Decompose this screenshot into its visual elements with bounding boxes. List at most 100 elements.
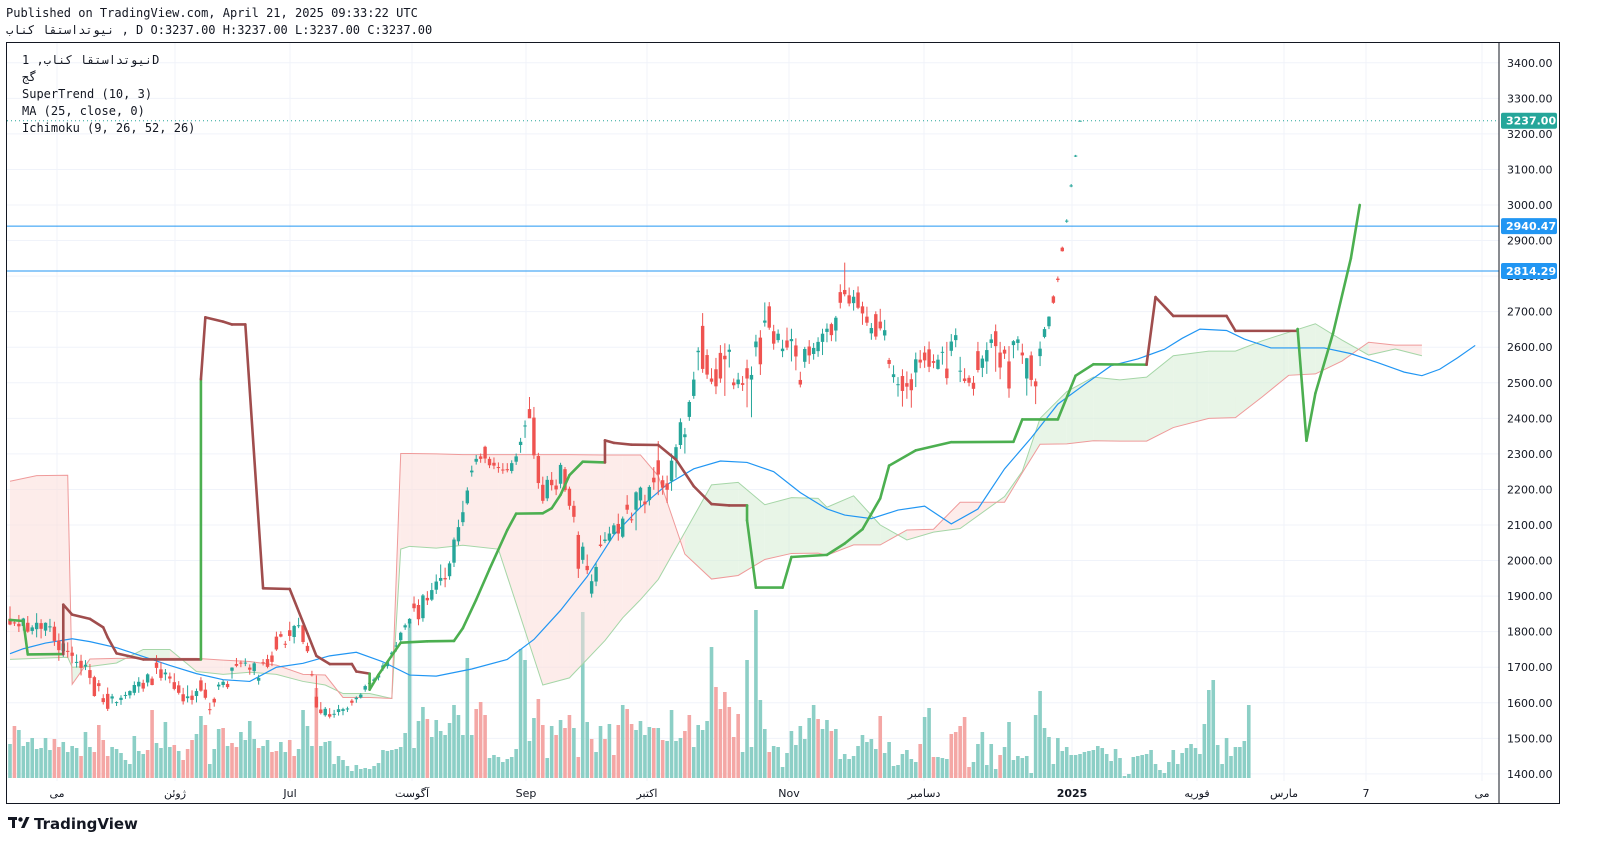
price-tick-label: 1500.00 — [1507, 732, 1553, 745]
candle — [798, 371, 803, 388]
volume-bar — [1038, 691, 1042, 778]
candle — [914, 352, 918, 388]
volume-bar — [749, 747, 754, 778]
supertrend-segment — [61, 603, 74, 616]
cloud-segment — [1235, 340, 1263, 418]
candle-body — [709, 378, 714, 382]
volume-bar — [425, 719, 430, 778]
candle-body — [248, 667, 252, 670]
candle-body — [168, 676, 172, 679]
candle-body — [243, 662, 248, 664]
volume-bar — [39, 748, 43, 778]
price-axis[interactable]: 1400.00 1500.00 1600.00 1700.00 1800.00 1900.… — [1498, 43, 1557, 803]
price-label-bg — [1501, 218, 1557, 235]
supertrend-segment — [550, 493, 562, 510]
candle-body — [718, 352, 723, 379]
supertrend-segment — [710, 502, 731, 507]
volume-bar — [638, 721, 643, 778]
volume-bar — [1215, 745, 1220, 778]
volume-bar — [958, 726, 962, 778]
candle — [980, 355, 985, 378]
legend-symbol: نیوتداستقا کناب, 1D — [22, 53, 160, 67]
volume-bar — [989, 744, 994, 778]
cloud-segment — [818, 498, 827, 556]
price-tick-label: 3400.00 — [1507, 57, 1553, 70]
time-axis[interactable]: می ژوئن Jul آگوست Sep اکتبر Nov دسامبر 2025 فوریه… — [7, 781, 1559, 800]
supertrend-segment — [244, 323, 265, 590]
candle-body — [669, 460, 674, 482]
volume-bar — [376, 763, 381, 778]
candle — [523, 420, 527, 438]
supertrend-segment — [70, 613, 92, 621]
supertrend-segment — [315, 654, 331, 666]
volume-bar — [79, 756, 83, 778]
candle — [993, 324, 998, 372]
candle-body — [57, 640, 61, 651]
candle — [252, 661, 256, 676]
candle — [8, 606, 12, 626]
horizontal-lines[interactable] — [7, 120, 1499, 272]
candle — [900, 369, 905, 407]
volume-bar — [847, 759, 851, 778]
candle-body — [327, 714, 332, 717]
price-tick-label: 1400.00 — [1507, 768, 1553, 781]
candle — [567, 486, 572, 510]
candle — [70, 646, 74, 664]
candle — [447, 561, 452, 580]
candle-body — [1016, 339, 1020, 343]
cloud-segment — [436, 453, 463, 549]
candle — [1020, 343, 1025, 364]
candle-body — [399, 632, 403, 641]
volume-bar — [1078, 754, 1082, 778]
volume-bar — [891, 766, 896, 778]
candle-body — [181, 694, 185, 702]
candle — [88, 664, 92, 685]
candle — [554, 479, 558, 496]
candle-body — [150, 678, 154, 685]
candle-body — [101, 698, 105, 703]
candle — [585, 554, 589, 575]
candle — [425, 591, 430, 605]
volume-bar — [150, 710, 154, 778]
candle — [332, 709, 336, 718]
candle — [359, 693, 363, 699]
candle — [967, 375, 971, 387]
volume-bar — [940, 758, 945, 778]
candle-body — [1065, 220, 1069, 222]
candle — [807, 340, 811, 364]
candle-body — [123, 694, 128, 696]
volume-bar — [834, 729, 838, 778]
candle — [545, 475, 549, 502]
candle-body — [30, 627, 34, 631]
candle — [412, 596, 416, 612]
volume-bar — [363, 768, 367, 778]
candle-body — [412, 603, 416, 609]
chart-canvas[interactable]: 1400.00 1500.00 1600.00 1700.00 1800.00 1900.… — [7, 43, 1559, 803]
chart-frame[interactable]: 1400.00 1500.00 1600.00 1700.00 1800.00 1900.… — [6, 42, 1560, 804]
volume-bar — [310, 746, 314, 778]
volume-bar — [332, 764, 336, 778]
volume-bar — [1069, 755, 1073, 778]
tradingview-logo[interactable]: TradingView — [8, 815, 138, 833]
volume-bar — [634, 730, 638, 778]
volume-bar — [900, 754, 905, 778]
legend-ma[interactable]: MA (25, close, 0) — [22, 104, 145, 118]
candle — [794, 338, 798, 371]
volume-bars — [8, 610, 1251, 778]
volume-bar — [385, 751, 390, 778]
candle — [767, 302, 771, 330]
candle-body — [856, 292, 860, 308]
candle-body — [816, 341, 820, 352]
candle-body — [470, 470, 474, 473]
candle-body — [252, 663, 256, 672]
volume-bar — [394, 749, 399, 778]
candle — [643, 494, 647, 514]
candle-body — [425, 597, 430, 601]
candle-body — [416, 605, 421, 620]
legend-ichimoku[interactable]: Ichimoku (9, 26, 52, 26) — [22, 121, 196, 135]
volume-bar — [496, 757, 501, 778]
candle — [66, 642, 70, 658]
volume-bar — [829, 731, 834, 778]
legend-supertrend[interactable]: SuperTrend (10, 3) — [22, 87, 153, 101]
candle — [771, 324, 776, 350]
